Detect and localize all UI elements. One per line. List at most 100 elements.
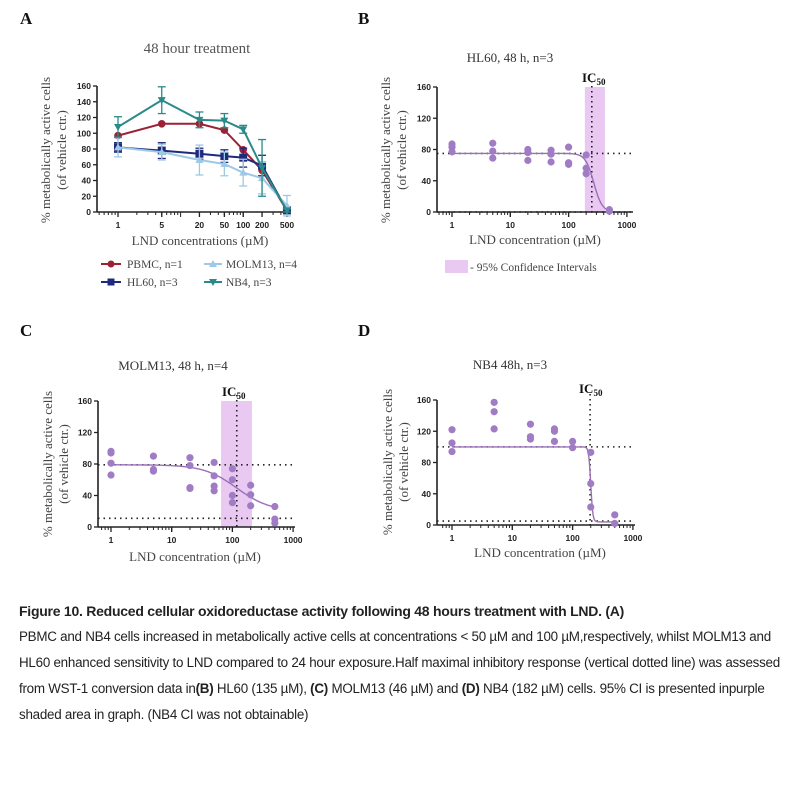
y-tick-label: 80: [82, 144, 92, 154]
data-point: [489, 154, 497, 162]
data-point: [448, 148, 456, 156]
x-tick-label: 10: [506, 220, 516, 230]
chart-b-ylabel: % metabolically active cells (of vehicle…: [378, 77, 409, 223]
y-tick-label: 0: [87, 522, 92, 532]
chart-a-xlabel: LND concentrations (µM): [132, 233, 269, 248]
data-point: [114, 123, 122, 131]
data-point: [569, 437, 577, 446]
chart-d-xlabel: LND concentration (µM): [474, 545, 606, 560]
data-point: [526, 435, 535, 443]
caption-d-label: (D): [461, 681, 480, 696]
ylabel-line1: % metabolically active cells: [40, 391, 55, 537]
chart-b-ic50-label: IC50: [582, 70, 606, 87]
data-point: [611, 511, 619, 519]
data-point: [524, 156, 532, 165]
y-tick-label: 80: [422, 458, 432, 468]
caption-b-label: (B): [195, 681, 214, 696]
y-tick-label: 160: [417, 82, 431, 92]
panel-label-a: A: [20, 9, 33, 28]
chart-a-title: 48 hour treatment: [144, 41, 251, 57]
x-tick-label: 1: [109, 535, 114, 545]
panel-label-c: C: [20, 321, 32, 340]
caption-text: MOLM13 (46 µM) and: [328, 681, 462, 696]
x-tick-label: 20: [195, 220, 205, 230]
data-point: [550, 437, 559, 446]
y-tick-label: 120: [78, 428, 92, 438]
y-tick-label: 120: [417, 426, 431, 436]
data-point: [489, 147, 497, 155]
data-point: [565, 143, 573, 151]
data-point: [489, 139, 497, 147]
chart-b-title: HL60, 48 h, n=3: [467, 50, 553, 65]
x-tick-label: 100: [225, 535, 239, 545]
data-point: [220, 117, 229, 125]
ylabel-line2: (of vehicle ctr.): [396, 422, 411, 502]
data-point: [186, 461, 194, 470]
data-point: [239, 153, 248, 162]
data-point: [157, 120, 166, 128]
caption-title: Figure 10. Reduced cellular oxidoreducta…: [19, 603, 625, 619]
chart-c-title: MOLM13, 48 h, n=4: [118, 358, 228, 373]
data-point: [547, 150, 555, 158]
x-tick-label: 1: [450, 220, 455, 230]
x-tick-label: 100: [236, 220, 250, 230]
legend-marker: [107, 278, 115, 286]
x-tick-label: 10: [167, 535, 177, 545]
data-point: [565, 160, 573, 168]
chart-d-ic50-label: IC50: [579, 381, 603, 398]
data-point: [258, 164, 267, 172]
panel-label-b: B: [358, 9, 369, 28]
data-point: [195, 156, 204, 164]
data-point: [490, 398, 498, 406]
chart-d-title: NB4 48h, n=3: [473, 357, 547, 372]
data-point: [247, 491, 255, 499]
data-point: [149, 467, 158, 475]
legend-item-molm13: MOLM13, n=4: [204, 259, 297, 271]
chart-a-legend: PBMC, n=1 HL60, n=3 MOLM13, n=4 NB4, n=3: [101, 259, 297, 289]
data-point: [186, 454, 194, 462]
caption-text: HL60 (135 µM),: [213, 681, 311, 696]
chart-c-ic50-label: IC50: [222, 384, 246, 401]
data-point: [582, 151, 590, 159]
ylabel-line2: (of vehicle ctr.): [394, 110, 409, 190]
data-point: [228, 465, 236, 473]
y-tick-label: 160: [77, 81, 91, 91]
data-point: [271, 502, 279, 511]
data-point: [587, 448, 595, 456]
data-point: [611, 519, 619, 528]
y-tick-label: 40: [422, 489, 432, 499]
data-point: [448, 426, 456, 434]
data-point: [587, 503, 595, 511]
figure-caption: Figure 10. Reduced cellular oxidoreducta…: [19, 598, 789, 728]
ci-legend-label: - 95% Confidence Intervals: [470, 262, 597, 274]
y-tick-label: 80: [83, 459, 93, 469]
series-molm13: [114, 137, 291, 217]
y-tick-label: 0: [426, 520, 431, 530]
legend-label: HL60, n=3: [127, 277, 178, 289]
legend-marker: [209, 260, 217, 267]
data-point: [247, 502, 255, 510]
y-tick-label: 20: [82, 191, 92, 201]
legend-item-nb4: NB4, n=3: [204, 277, 272, 289]
chart-d-ylabel: % metabolically active cells (of vehicle…: [380, 389, 411, 535]
x-tick-label: 1000: [284, 535, 303, 545]
y-tick-label: 60: [82, 160, 92, 170]
caption-text: PBMC and NB4 cells increased in metaboli…: [19, 629, 780, 696]
data-point: [149, 452, 158, 460]
chart-a-plot: 0 20 40 60 80 100 120 140 160 1 5 20 50 100 200 500: [77, 81, 295, 230]
chart-d-plot: 0 40 80 120 160 1 10 100 1000: [417, 394, 643, 543]
x-tick-label: 1000: [617, 220, 636, 230]
data-point: [157, 97, 166, 105]
caption-c-label: (C): [310, 681, 329, 696]
data-point: [228, 498, 236, 507]
data-point: [605, 207, 613, 215]
chart-a-ylabel: % metabolically active cells (of vehicle…: [38, 77, 69, 223]
data-point: [210, 458, 218, 467]
panel-label-d: D: [358, 321, 370, 340]
data-point: [186, 484, 194, 493]
chart-c-plot: 0 40 80 120 160 1 10 100 1000: [78, 395, 303, 545]
figure-panels: A B C D 48 hour treatment HL60, 48 h, n=…: [20, 9, 643, 564]
data-point: [239, 168, 248, 176]
data-point: [210, 472, 218, 480]
